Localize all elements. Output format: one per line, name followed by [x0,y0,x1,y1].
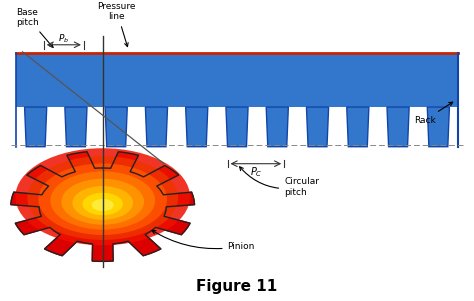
Ellipse shape [82,193,123,215]
Text: Pinion: Pinion [152,230,255,251]
Polygon shape [11,152,194,261]
Ellipse shape [73,186,133,220]
Ellipse shape [50,171,155,230]
Polygon shape [226,107,248,147]
Ellipse shape [61,179,144,225]
Text: Figure 11: Figure 11 [196,279,278,294]
Ellipse shape [91,199,114,211]
Text: Circular
pitch: Circular pitch [239,167,319,197]
Polygon shape [25,107,47,147]
Polygon shape [307,107,328,147]
Bar [16,53,458,107]
Polygon shape [387,107,409,147]
Polygon shape [146,107,167,147]
Text: Base
pitch: Base pitch [16,8,53,47]
Ellipse shape [27,156,178,240]
Polygon shape [65,107,87,147]
Polygon shape [105,107,128,147]
Ellipse shape [38,163,167,235]
Text: $P_C$: $P_C$ [250,165,262,179]
Text: $P_b$: $P_b$ [58,33,69,45]
Polygon shape [266,107,288,147]
Polygon shape [346,107,369,147]
Text: Pressure
line: Pressure line [98,2,136,47]
Text: Rack: Rack [414,102,453,125]
Polygon shape [427,107,449,147]
Ellipse shape [16,148,190,245]
Polygon shape [186,107,208,147]
